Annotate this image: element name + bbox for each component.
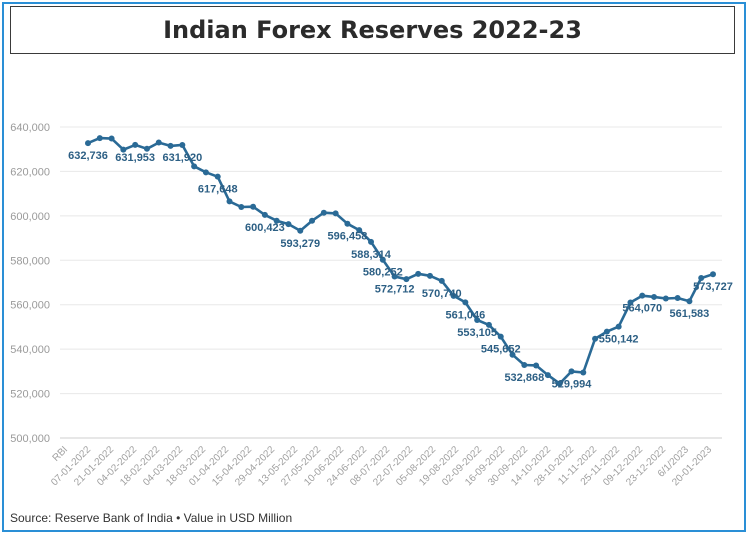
series-line xyxy=(87,136,714,385)
data-point xyxy=(509,351,516,358)
data-label: 580,252 xyxy=(363,267,403,279)
data-point xyxy=(320,209,327,216)
y-tick-label: 560,000 xyxy=(10,300,50,312)
data-point xyxy=(686,298,693,305)
data-point xyxy=(627,299,634,306)
data-point xyxy=(96,135,103,142)
data-point xyxy=(297,227,304,234)
y-tick-label: 600,000 xyxy=(10,211,50,223)
y-tick-label: 540,000 xyxy=(10,344,50,356)
data-label: 588,314 xyxy=(351,249,392,261)
data-point xyxy=(332,210,339,217)
data-point xyxy=(674,295,681,302)
data-point xyxy=(155,139,162,146)
data-point xyxy=(250,203,257,210)
y-tick-label: 520,000 xyxy=(10,389,50,401)
y-tick-label: 620,000 xyxy=(10,166,50,178)
series-forex-reserves xyxy=(85,135,716,387)
data-point xyxy=(651,293,658,300)
data-point xyxy=(615,323,622,330)
data-point xyxy=(710,271,716,278)
data-point xyxy=(698,275,705,282)
data-label: 529,994 xyxy=(552,378,593,390)
data-point xyxy=(462,299,469,306)
data-point xyxy=(85,140,91,147)
data-point xyxy=(450,292,457,299)
gridlines xyxy=(60,126,722,439)
x-tick-label: RBI xyxy=(51,444,71,464)
data-point xyxy=(132,141,139,148)
data-point xyxy=(580,369,587,376)
data-point xyxy=(662,295,669,302)
data-point xyxy=(568,368,575,375)
data-point xyxy=(191,163,198,170)
data-point xyxy=(379,256,386,263)
data-label: 550,142 xyxy=(599,334,639,346)
data-point xyxy=(285,221,292,228)
data-point xyxy=(603,328,610,335)
data-point xyxy=(533,362,540,369)
data-point xyxy=(167,142,174,149)
data-point xyxy=(226,198,233,205)
data-label: 593,279 xyxy=(280,238,320,250)
data-point xyxy=(108,135,115,142)
data-point xyxy=(179,141,186,148)
data-label: 573,727 xyxy=(693,281,733,293)
title-box: Indian Forex Reserves 2022-23 xyxy=(10,6,735,54)
data-label: 572,712 xyxy=(375,283,415,295)
data-point xyxy=(544,372,551,379)
data-label: 631,920 xyxy=(162,152,202,164)
data-point xyxy=(556,380,563,387)
data-point xyxy=(344,220,351,227)
data-point xyxy=(273,217,280,224)
data-point xyxy=(309,217,316,224)
data-point xyxy=(497,333,504,340)
data-point xyxy=(261,211,268,218)
data-label: 570,740 xyxy=(422,288,462,300)
data-point xyxy=(592,335,599,342)
y-tick-label: 580,000 xyxy=(10,255,50,267)
data-label: 561,046 xyxy=(445,309,485,321)
data-label: 545,652 xyxy=(481,344,521,356)
data-label: 564,070 xyxy=(622,303,662,315)
data-point xyxy=(238,203,245,210)
y-tick-label: 640,000 xyxy=(10,122,50,134)
data-label: 596,458 xyxy=(328,231,368,243)
data-point xyxy=(474,317,481,324)
source-note: Source: Reserve Bank of India • Value in… xyxy=(10,511,293,525)
data-point xyxy=(120,146,127,153)
data-label: 532,868 xyxy=(504,372,544,384)
data-point xyxy=(368,238,375,245)
data-point xyxy=(521,361,528,368)
data-label: 631,953 xyxy=(115,152,155,164)
y-tick-label: 500,000 xyxy=(10,433,50,445)
data-labels: 632,736 631,953 631,920 617,648 600,423 593,2… xyxy=(68,150,733,390)
data-label: 632,736 xyxy=(68,150,108,162)
data-point xyxy=(415,270,422,277)
data-label: 553,105 xyxy=(457,327,497,339)
data-point xyxy=(485,321,492,328)
data-point xyxy=(214,173,221,180)
data-point xyxy=(426,272,433,279)
y-axis-ticks: 500,000 520,000 540,000 560,000 580,000 600,0… xyxy=(10,122,50,445)
data-point xyxy=(403,276,410,283)
data-point xyxy=(438,277,445,284)
data-label: 617,648 xyxy=(198,184,238,196)
data-point xyxy=(391,273,398,280)
data-point xyxy=(202,169,209,176)
data-label: 600,423 xyxy=(245,222,285,234)
data-label: 561,583 xyxy=(670,308,710,320)
data-point xyxy=(356,227,363,234)
chart-title: Indian Forex Reserves 2022-23 xyxy=(163,16,582,44)
data-point xyxy=(639,292,646,299)
x-axis-ticks: RBI07-01-202221-01-202204-02-202218-02-2… xyxy=(49,444,714,488)
data-point xyxy=(143,145,150,152)
